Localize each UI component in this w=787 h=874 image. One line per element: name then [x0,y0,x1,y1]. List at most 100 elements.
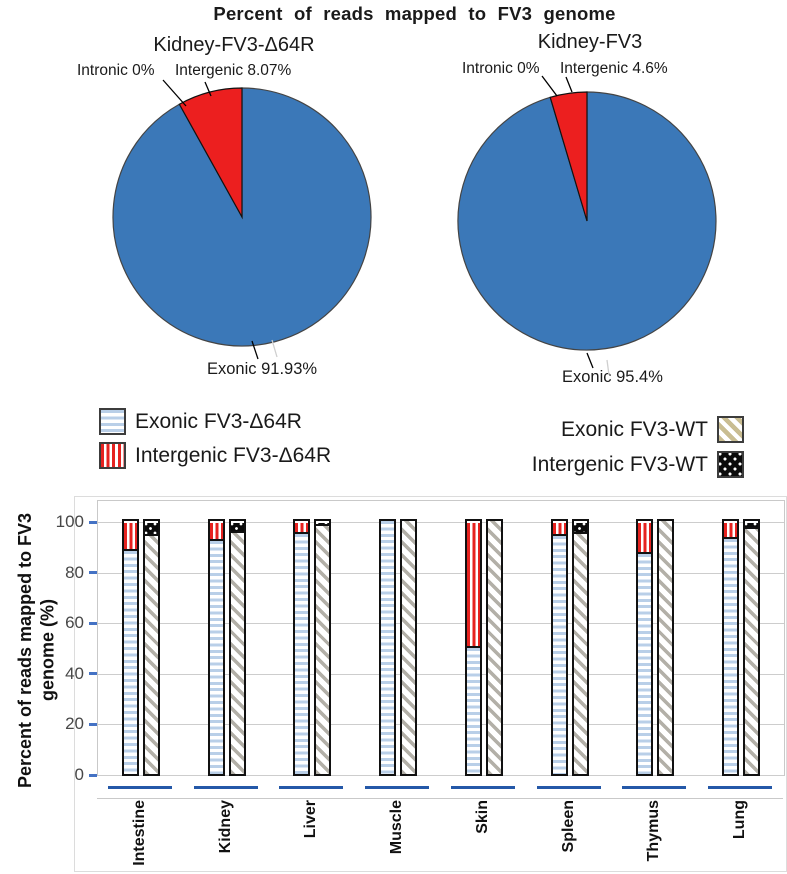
bar-segment-exonic [745,528,759,774]
pie-left-intronic-label: Intronic 0% [77,62,155,79]
bar-segment-intergenic [316,523,330,527]
bar-group [184,501,270,776]
stacked-bar [400,519,418,776]
legend-swatch-exonic-wt [717,416,744,443]
bar-group [98,501,184,776]
baseline-column [526,775,612,798]
pie-chart-kidney-fv3 [457,91,717,351]
y-tick-label: 40 [65,663,84,683]
y-tick-mark [89,672,97,676]
legend-row-intergenic-d64r: Intergenic FV3-Δ64R [99,442,331,469]
pie-right-exonic-label: Exonic 95.4% [562,368,663,386]
pie-chart-kidney-fv3-d64r [112,87,372,347]
y-tick: 20 [65,714,97,734]
bar-segment-exonic [638,553,652,774]
category-underline [193,786,258,789]
bar-segment-intergenic [724,523,738,539]
y-tick-label: 100 [55,512,84,531]
stacked-bar [636,519,654,776]
pie-right-intronic-label: Intronic 0% [462,60,540,77]
bar-segment-exonic [466,647,480,774]
y-tick-mark [89,773,97,777]
bar-segment-exonic [123,551,137,774]
baseline-column [697,775,783,798]
category-label-column: Skin [440,800,526,874]
gridline [98,572,784,574]
category-label: Liver [302,800,320,839]
bar-segment-intergenic [230,523,244,533]
y-tick-label: 0 [74,765,84,784]
bar-segment-exonic [381,521,395,774]
gridline [98,623,784,625]
x-axis-labels: Intestine Kidney Liver Muscle Skin Spleen Thym… [97,800,783,874]
category-underline [536,786,601,789]
category-label: Lung [731,800,749,840]
category-label: Intestine [130,800,148,866]
legend-swatch-exonic-d64r [99,408,126,435]
bar-segment-exonic [402,521,416,774]
baseline-column [612,775,698,798]
category-baselines [97,775,783,799]
bar-segment-intergenic [466,523,480,648]
category-label-column: Lung [697,800,783,874]
category-label: Kidney [216,800,234,854]
callout-leader-lines [162,75,610,376]
gridline [98,673,784,675]
category-label-column: Intestine [97,800,183,874]
stacked-bar [550,519,568,776]
category-label-column: Muscle [354,800,440,874]
bar-segment-intergenic [209,523,223,542]
stacked-bar [142,519,160,776]
figure-title: Percent of reads mapped to FV3 genome [213,3,616,24]
category-label-column: Spleen [526,800,612,874]
bar-group [613,501,699,776]
y-tick-mark [89,722,97,726]
bar-segment-intergenic [573,523,587,534]
bar-segment-exonic [659,521,673,774]
stacked-bar [722,519,740,776]
bar-segment-exonic [230,532,244,774]
y-tick: 40 [65,664,97,684]
legend-label-intergenic-wt: Intergenic FV3-WT [531,452,708,476]
bar-segment-exonic [724,538,738,774]
legend-row-exonic-d64r: Exonic FV3-Δ64R [99,408,302,435]
legend-row-intergenic-wt: Intergenic FV3-WT [532,451,744,478]
pie-left-exonic-label: Exonic 91.93% [207,360,318,378]
category-label: Skin [473,800,491,834]
stacked-bar [314,519,332,776]
bar-segment-intergenic [123,523,137,552]
baseline-column [440,775,526,798]
baseline-column [183,775,269,798]
category-label: Thymus [645,800,663,862]
category-label: Spleen [559,800,577,853]
gridline [98,522,784,523]
pie-slice-intergenic [549,91,588,222]
bar-segment-exonic [316,526,330,774]
stacked-bar [485,519,503,776]
stacked-bar [293,519,311,776]
pie-left-intergenic-label: Intergenic 8.07% [175,62,292,79]
bar-group [527,501,613,776]
gridline [98,775,784,776]
gridline [98,724,784,726]
legend-label-exonic-wt: Exonic FV3-WT [560,417,708,441]
bar-segment-intergenic [745,523,759,529]
legend-label-intergenic-d64r: Intergenic FV3-Δ64R [135,443,332,467]
bar-segment-exonic [209,541,223,774]
bar-segment-exonic [487,521,501,774]
bar-group [698,501,784,776]
y-tick: 60 [65,613,97,633]
category-label-column: Thymus [612,800,698,874]
stacked-bar [379,519,397,776]
y-tick: 0 [75,765,97,785]
category-label: Muscle [388,800,406,855]
baseline-column [97,775,183,798]
bar-plot [97,500,785,776]
stacked-bar [571,519,589,776]
stacked-bar [743,519,761,776]
category-underline [365,786,430,789]
bar-segment-exonic [144,536,158,774]
legend-swatch-intergenic-wt [717,451,744,478]
bar-segment-intergenic [295,523,309,534]
